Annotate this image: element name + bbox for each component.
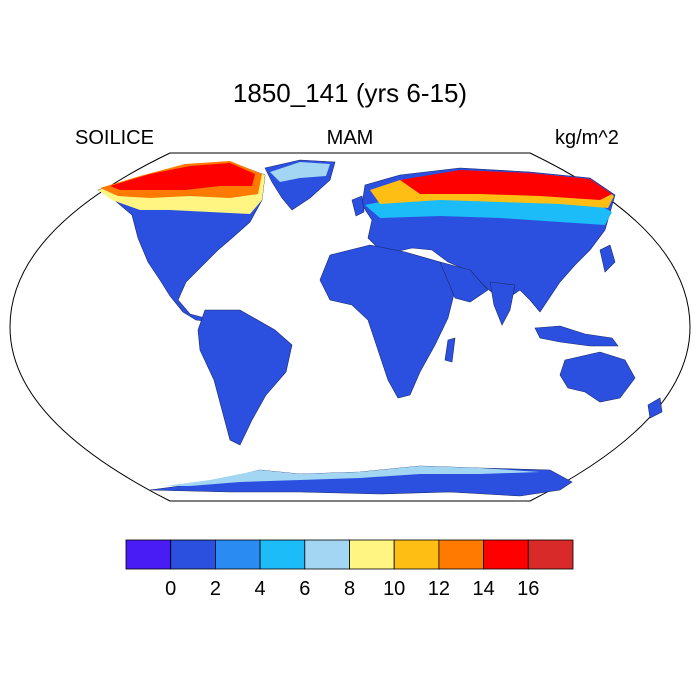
season-label: MAM [326,127,374,149]
colorbar-tick-label: 10 [383,578,405,600]
variable-label: SOILICE [75,127,154,149]
colorbar-tick-label: 6 [299,578,310,600]
colorbar-tick-label: 0 [165,578,176,600]
map-title: 1850_141 (yrs 6-15) [232,78,468,108]
madagascar [444,337,456,363]
indonesia [534,325,619,347]
colorbar-swatch [125,539,172,570]
colorbar-tick-label: 8 [344,578,355,600]
colorbar-swatch [259,539,306,570]
japan [599,244,616,273]
australia [559,351,636,403]
arctic-band-red-eu [400,170,612,200]
colorbar: 0 2 4 6 8 10 12 14 16 [125,539,574,600]
india [489,281,516,326]
colorbar-swatch [170,539,216,570]
colorbar-swatch [304,539,350,570]
colorbar-swatch [483,539,529,570]
colorbar-tick-label: 4 [255,578,266,600]
colorbar-swatch [349,539,395,570]
new-zealand [647,397,663,419]
antarctic-band [165,466,540,486]
colorbar-swatch [214,539,261,570]
units-label: kg/m^2 [555,127,619,149]
africa [319,244,456,399]
colorbar-tick-label: 16 [517,578,539,600]
colorbar-tick-label: 14 [472,578,494,600]
colorbar-swatch [527,539,574,570]
british-isles [351,195,365,217]
arabia [439,261,489,303]
colorbar-swatch [438,539,484,570]
south-america [197,309,293,446]
greenland-band [270,162,330,182]
colorbar-swatch [393,539,440,570]
colorbar-tick-label: 2 [210,578,221,600]
colorbar-tick-label: 12 [428,578,450,600]
arctic-band-red-na [110,163,255,190]
